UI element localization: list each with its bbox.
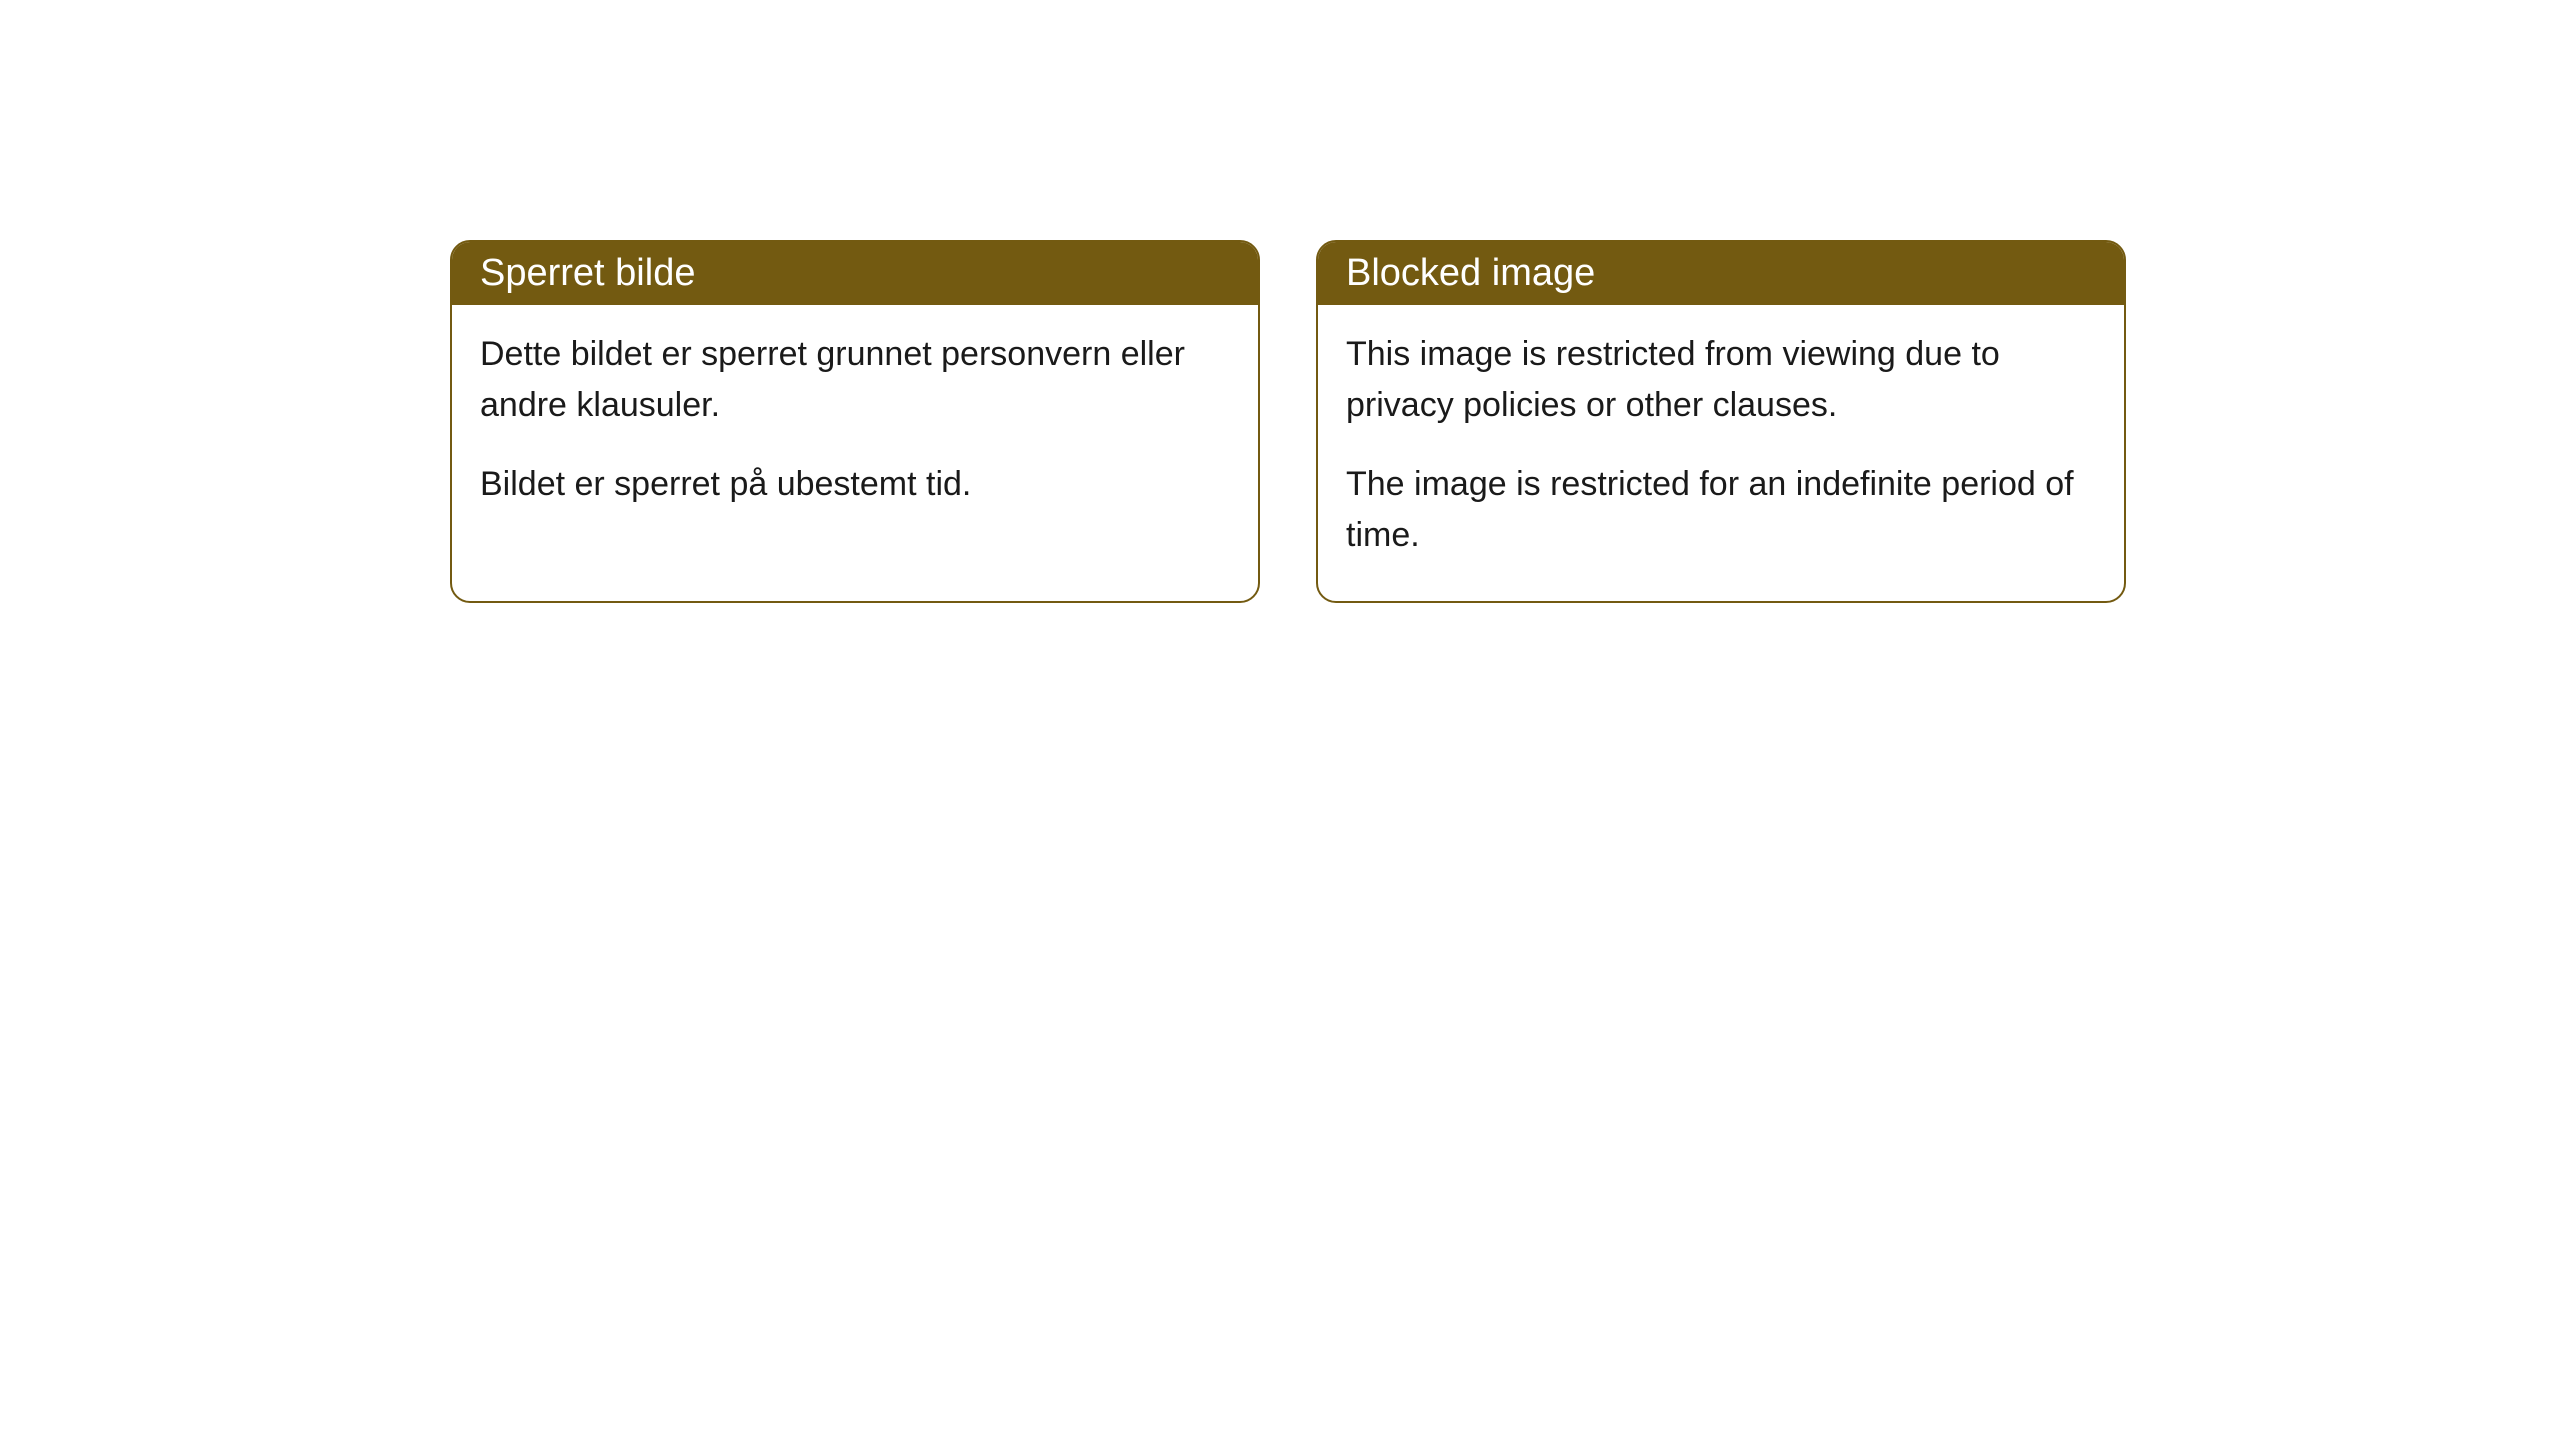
card-paragraph-2-norwegian: Bildet er sperret på ubestemt tid. (480, 459, 1230, 510)
blocked-image-card-norwegian: Sperret bilde Dette bildet er sperret gr… (450, 240, 1260, 603)
card-header-english: Blocked image (1318, 242, 2124, 305)
card-header-norwegian: Sperret bilde (452, 242, 1258, 305)
card-paragraph-2-english: The image is restricted for an indefinit… (1346, 459, 2096, 561)
card-paragraph-1-norwegian: Dette bildet er sperret grunnet personve… (480, 329, 1230, 431)
card-body-norwegian: Dette bildet er sperret grunnet personve… (452, 305, 1258, 550)
card-body-english: This image is restricted from viewing du… (1318, 305, 2124, 601)
card-paragraph-1-english: This image is restricted from viewing du… (1346, 329, 2096, 431)
cards-container: Sperret bilde Dette bildet er sperret gr… (0, 0, 2560, 603)
blocked-image-card-english: Blocked image This image is restricted f… (1316, 240, 2126, 603)
